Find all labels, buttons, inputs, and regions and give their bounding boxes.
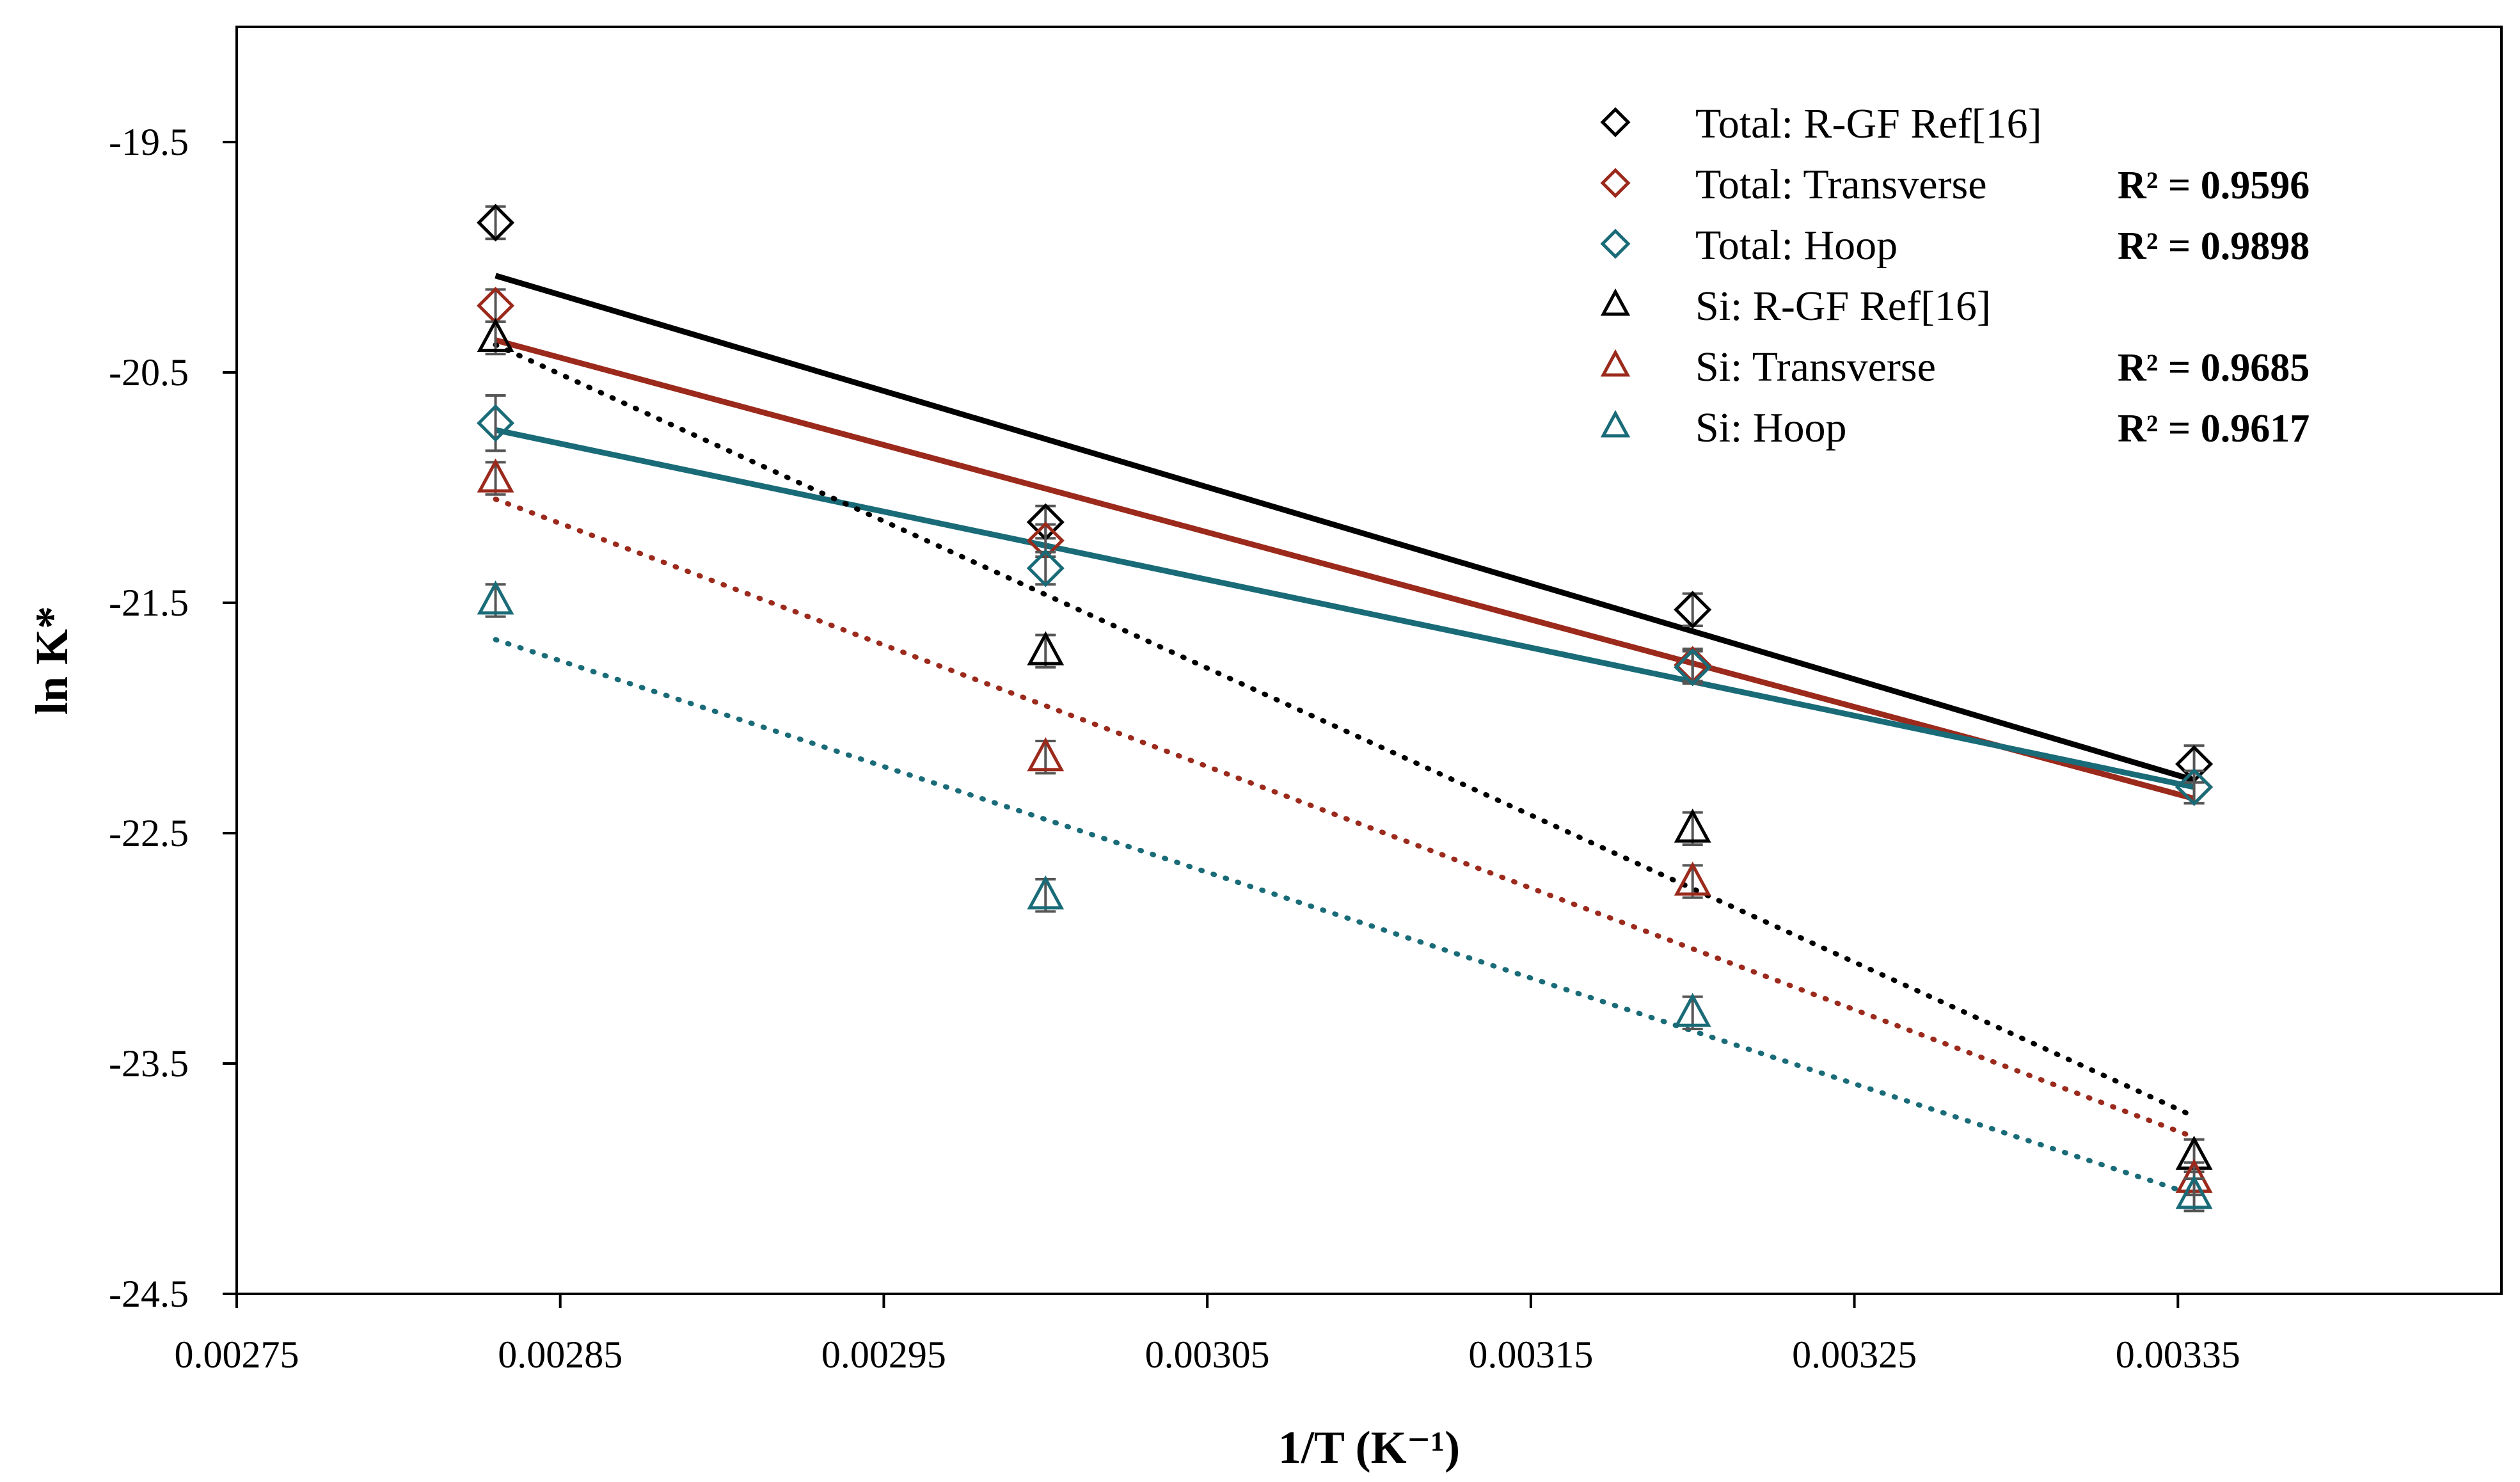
r-squared-label: R² = 0.9898 xyxy=(2118,225,2310,268)
data-point xyxy=(1674,861,1711,896)
legend: Total: R-GF Ref[16] Total: Transverse R² =… xyxy=(1600,100,2310,451)
data-point xyxy=(477,317,514,352)
data-point xyxy=(1027,737,1065,772)
x-axis-ticks: 0.00275 0.00285 0.00295 0.00305 0.00315 0.003… xyxy=(175,1294,2240,1376)
trendline-dotted xyxy=(493,497,2197,1140)
x-tick-label: 0.00305 xyxy=(1145,1334,1270,1376)
x-tick-label: 0.00325 xyxy=(1792,1334,1917,1376)
y-tick-label: -20.5 xyxy=(109,351,189,394)
data-point xyxy=(1674,808,1711,843)
legend-marker xyxy=(1600,410,1631,438)
x-axis-title: 1/T (K⁻¹) xyxy=(1278,1422,1460,1473)
data-point xyxy=(477,580,514,615)
y-tick-label: -23.5 xyxy=(109,1042,189,1085)
plot-area xyxy=(235,26,2503,1295)
data-point xyxy=(477,458,514,493)
x-tick-label: 0.00275 xyxy=(175,1334,299,1376)
data-point xyxy=(477,404,515,442)
data-point xyxy=(1026,549,1065,587)
trendline-solid xyxy=(495,273,2195,783)
data-point xyxy=(2175,1174,2213,1209)
legend-label: Total: Transverse xyxy=(1695,161,1987,208)
legend-marker xyxy=(1600,349,1631,377)
legend-label: Si: Hoop xyxy=(1695,404,1847,451)
data-point xyxy=(1027,631,1065,665)
r-squared-label: R² = 0.9596 xyxy=(2118,164,2310,207)
y-tick-label: -19.5 xyxy=(109,121,189,163)
legend-label: Si: Transverse xyxy=(1695,344,1936,390)
y-axis-title: ln K* xyxy=(26,606,77,715)
data-point xyxy=(1674,591,1712,629)
x-tick-label: 0.00335 xyxy=(2116,1334,2240,1376)
data-point xyxy=(1674,992,1711,1027)
y-tick-label: -22.5 xyxy=(109,812,189,854)
data-points xyxy=(477,203,2214,1213)
trendline-dotted xyxy=(493,342,2197,1119)
legend-label: Total: R-GF Ref[16] xyxy=(1695,100,2042,147)
x-tick-label: 0.00315 xyxy=(1468,1334,1593,1376)
data-point xyxy=(477,203,515,242)
trendline-solid xyxy=(495,427,2195,790)
r-squared-label: R² = 0.9685 xyxy=(2118,346,2310,390)
legend-label: Total: Hoop xyxy=(1695,222,1898,269)
x-tick-label: 0.00295 xyxy=(821,1334,946,1376)
trendline-solid xyxy=(495,337,2195,802)
r-squared-label: R² = 0.9617 xyxy=(2118,407,2310,450)
y-tick-label: -21.5 xyxy=(109,582,189,624)
data-point xyxy=(1674,648,1712,687)
data-point xyxy=(1027,875,1065,910)
legend-marker xyxy=(1600,228,1631,259)
legend-marker xyxy=(1600,107,1631,138)
trendline-dotted xyxy=(493,637,2197,1198)
fit-lines xyxy=(493,273,2197,1198)
data-point xyxy=(2175,768,2214,806)
legend-label: Si: R-GF Ref[16] xyxy=(1695,283,1991,330)
x-tick-label: 0.00285 xyxy=(498,1334,622,1376)
legend-marker xyxy=(1600,168,1631,198)
y-axis-ticks: -19.5 -20.5 -21.5 -22.5 -23.5 -24.5 xyxy=(109,121,237,1315)
y-tick-label: -24.5 xyxy=(109,1273,189,1315)
legend-marker xyxy=(1600,288,1631,316)
